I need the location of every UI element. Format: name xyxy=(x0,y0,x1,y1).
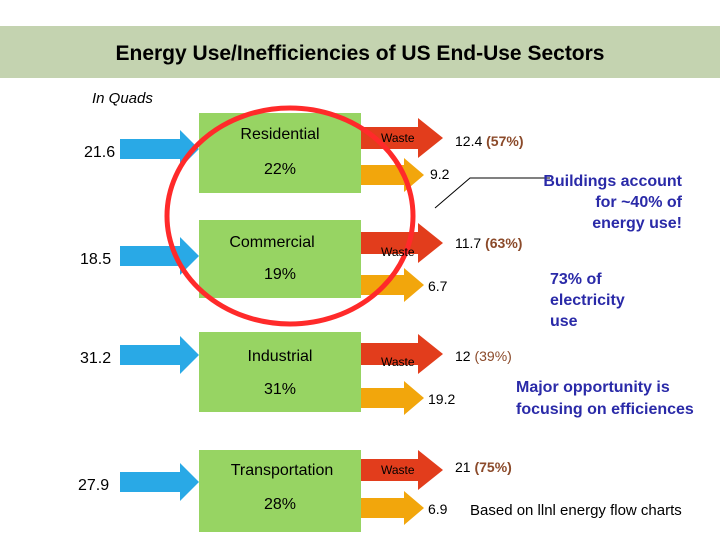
waste-arrow-transportation xyxy=(361,450,443,490)
sector-box-transportation xyxy=(199,450,361,532)
input-value-industrial: 31.2 xyxy=(80,350,112,367)
sector-share-commercial: 19% xyxy=(263,266,297,283)
use-value-transportation: 6.9 xyxy=(428,501,448,517)
sector-label-industrial: Industrial xyxy=(247,348,313,365)
sector-box-industrial xyxy=(199,332,361,412)
callout-pointer xyxy=(434,177,550,209)
sector-share-transportation: 28% xyxy=(263,496,297,513)
waste-label-transportation: Waste xyxy=(381,463,415,477)
buildings-callout: Buildings account for ~40% of energy use… xyxy=(543,173,682,232)
use-arrow-industrial xyxy=(361,381,424,415)
waste-pct-commercial: (63%) xyxy=(485,235,523,251)
waste-label-industrial: Waste xyxy=(381,355,415,369)
input-value-commercial: 18.5 xyxy=(80,251,112,268)
input-arrow-transportation xyxy=(120,463,199,501)
input-arrow-residential xyxy=(120,130,199,168)
input-arrow-commercial xyxy=(120,237,199,275)
use-value-residential: 9.2 xyxy=(430,166,450,182)
opportunity-note: Major opportunity is focusing on efficie… xyxy=(516,379,694,418)
input-arrow-industrial xyxy=(120,336,199,374)
sector-box-commercial xyxy=(199,220,361,298)
waste-pct-industrial: (39%) xyxy=(474,348,512,364)
sector-share-residential: 22% xyxy=(263,161,297,178)
waste-value-transportation: 21 (75%) xyxy=(455,459,512,475)
waste-pct-transportation: (75%) xyxy=(474,459,512,475)
use-arrow-residential xyxy=(361,158,424,192)
sector-label-commercial: Commercial xyxy=(229,234,315,251)
waste-value-industrial: 12 (39%) xyxy=(455,348,512,364)
waste-arrow-commercial xyxy=(361,223,443,263)
waste-label-commercial: Waste xyxy=(381,245,415,259)
waste-label-residential: Waste xyxy=(381,131,415,145)
waste-arrow-industrial xyxy=(361,334,443,374)
use-value-commercial: 6.7 xyxy=(428,278,448,294)
source-footer: Based on llnl energy flow charts xyxy=(470,502,682,519)
units-subtitle: In Quads xyxy=(92,90,153,107)
use-arrow-transportation xyxy=(361,491,424,525)
waste-value-commercial: 11.7 (63%) xyxy=(455,235,522,251)
waste-value-residential: 12.4 (57%) xyxy=(455,133,524,149)
waste-quads-commercial: 11.7 xyxy=(455,235,482,251)
use-value-industrial: 19.2 xyxy=(428,391,456,407)
waste-quads-transportation: 21 xyxy=(455,459,471,475)
title-bar xyxy=(0,26,720,78)
page-title: Energy Use/Inefficiencies of US End-Use … xyxy=(115,42,605,65)
input-value-transportation: 27.9 xyxy=(78,477,110,494)
waste-pct-residential: (57%) xyxy=(486,133,524,149)
sector-label-residential: Residential xyxy=(240,126,320,143)
waste-quads-industrial: 12 xyxy=(455,348,471,364)
sector-share-industrial: 31% xyxy=(263,381,297,398)
input-value-residential: 21.6 xyxy=(84,144,116,161)
highlight-circle xyxy=(164,105,416,327)
electricity-callout: 73% of electricity use xyxy=(550,271,625,330)
waste-quads-residential: 12.4 xyxy=(455,133,483,149)
waste-arrow-residential xyxy=(361,118,443,158)
sector-label-transportation: Transportation xyxy=(230,462,334,479)
